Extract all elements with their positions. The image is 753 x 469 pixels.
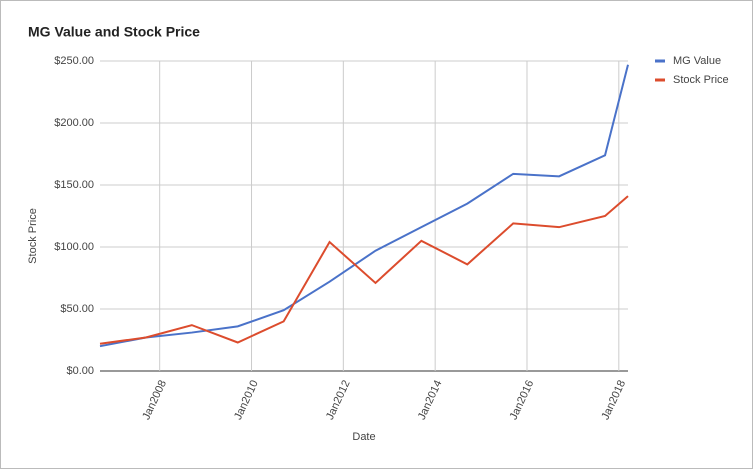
data-line (99, 195, 629, 345)
chart-title: MG Value and Stock Price (28, 24, 200, 40)
y-tick-label: $100.00 (54, 241, 94, 253)
y-tick-label: $150.00 (54, 179, 94, 191)
y-tick-label: $200.00 (54, 117, 94, 129)
y-tick-label: $0.00 (66, 365, 94, 377)
y-tick-label: $250.00 (54, 55, 94, 67)
data-line (99, 64, 629, 348)
legend-label: MG Value (673, 55, 721, 67)
y-axis-label: Stock Price (27, 208, 39, 264)
x-axis-label: Date (352, 431, 375, 443)
y-tick-label: $50.00 (60, 303, 94, 315)
legend-label: Stock Price (673, 74, 729, 86)
